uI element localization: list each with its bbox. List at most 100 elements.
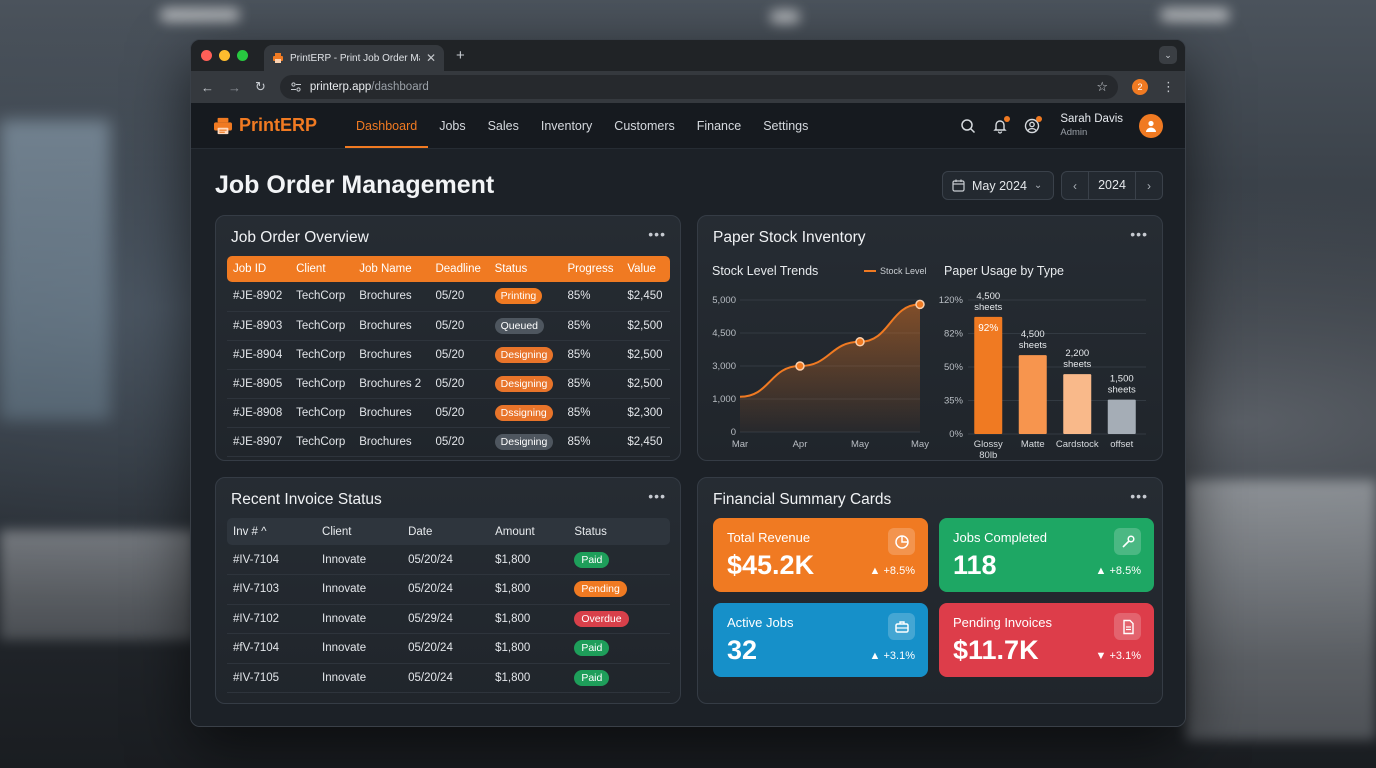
status-badge: Designing xyxy=(494,346,554,363)
app-logo[interactable]: PrintERP xyxy=(213,115,317,136)
column-header[interactable]: Amount xyxy=(489,518,569,545)
client-cell: TechCorp xyxy=(290,369,354,399)
value-cell: $2,500 xyxy=(621,369,670,399)
nav-settings[interactable]: Settings xyxy=(763,118,809,133)
column-header[interactable]: Date xyxy=(402,518,490,545)
client-cell: TechCorp xyxy=(290,427,354,457)
browser-tab[interactable]: PrintERP - Print Job Order Ma ✕ xyxy=(264,45,444,71)
user-name: Sarah Davis xyxy=(1060,112,1123,125)
avatar[interactable] xyxy=(1139,113,1163,138)
column-header-sortable[interactable]: Inv # ^ xyxy=(227,518,317,545)
column-header[interactable]: Value xyxy=(621,256,670,282)
table-row[interactable]: #IV-7103 Innovate 05/20/24 $1,800 Pending xyxy=(227,574,670,605)
bookmark-star-icon[interactable]: ☆ xyxy=(1096,79,1108,94)
column-header[interactable]: Deadline xyxy=(429,256,489,282)
status-cell: Dssigning xyxy=(488,398,562,428)
status-cell: Designing xyxy=(488,369,562,399)
account-dot xyxy=(1036,115,1043,122)
value-cell: $2,450 xyxy=(621,282,670,312)
kpi-card[interactable]: Jobs Completed 118 ▲ +8.5% xyxy=(939,518,1154,592)
tab-close-icon[interactable]: ✕ xyxy=(425,51,436,65)
nav-sales[interactable]: Sales xyxy=(487,118,519,133)
new-tab-icon[interactable]: + xyxy=(456,47,465,64)
table-row[interactable]: #IV-7105 Innovate 05/20/24 $1,800 Paid xyxy=(227,663,670,693)
nav-dashboard[interactable]: Dashboard xyxy=(345,103,429,148)
extension-badge[interactable]: 2 xyxy=(1132,79,1148,95)
kpi-card[interactable]: Active Jobs 32 ▲ +3.1% xyxy=(713,603,928,677)
bar-value-label: sheets xyxy=(1108,385,1136,396)
table-row[interactable]: #IV-7102 Innovate 05/29/24 $1,800 Overdue xyxy=(227,604,670,634)
chart-legend: Stock Level xyxy=(864,266,927,276)
forward-icon[interactable]: → xyxy=(228,79,241,95)
account-icon[interactable] xyxy=(1024,115,1043,134)
date-cell: 05/20/24 xyxy=(402,633,490,664)
back-icon[interactable]: ← xyxy=(201,79,214,95)
more-options-icon[interactable]: ••• xyxy=(1130,488,1148,504)
status-cell: Printing xyxy=(488,282,562,312)
month-select[interactable]: May 2024 ⌄ xyxy=(942,171,1054,200)
status-cell: Overdue xyxy=(568,604,670,634)
url-path: /dashboard xyxy=(371,81,429,93)
invoice-number-cell: #IV-7102 xyxy=(227,604,317,634)
bar xyxy=(1018,355,1047,434)
notification-bell-icon[interactable] xyxy=(992,115,1011,134)
y-tick-label: 3,000 xyxy=(712,361,736,372)
deadline-cell: 05/20 xyxy=(429,340,489,370)
table-row[interactable]: #fV-7104 Innovate 05/20/24 $1,800 Paid xyxy=(227,633,670,664)
column-header[interactable]: Job ID xyxy=(227,256,291,282)
kpi-card[interactable]: Total Revenue $45.2K ▲ +8.5% xyxy=(713,518,928,592)
column-header[interactable]: Progress xyxy=(561,256,622,282)
next-year-icon[interactable]: › xyxy=(1147,178,1151,193)
column-header[interactable]: Status xyxy=(488,256,562,282)
table-row[interactable]: #JE-8904 TechCorp Brochures 05/20 Designing 8… xyxy=(227,340,670,370)
nav-finance[interactable]: Finance xyxy=(696,118,742,133)
x-tick-label: Apr xyxy=(793,439,808,450)
x-tick-label: Mar xyxy=(732,439,748,450)
table-row[interactable]: #JE-8907 TechCorp Brochures 05/20 Designing 8… xyxy=(227,427,670,457)
prev-year-icon[interactable]: ‹ xyxy=(1073,178,1077,193)
job-name-cell: Brochures xyxy=(353,340,430,370)
browser-menu-icon[interactable]: ⋮ xyxy=(1162,79,1175,94)
job-id-cell: #JE-8904 xyxy=(227,340,291,370)
more-options-icon[interactable]: ••• xyxy=(648,488,666,504)
column-header[interactable]: Client xyxy=(290,256,354,282)
table-row[interactable]: #JE-8908 TechCorp Brochures 05/20 Dssigning 8… xyxy=(227,398,670,428)
legend-swatch xyxy=(864,270,876,272)
column-header[interactable]: Client xyxy=(316,518,403,545)
close-window-button[interactable] xyxy=(201,50,212,61)
table-row[interactable]: #JE-8902 TechCorp Brochures 05/20 Printing 85… xyxy=(227,282,670,312)
x-tick-label: 80lb xyxy=(979,450,997,458)
nav-jobs[interactable]: Jobs xyxy=(439,118,466,133)
column-header[interactable]: Status xyxy=(568,518,670,545)
more-options-icon[interactable]: ••• xyxy=(648,226,666,242)
search-icon[interactable] xyxy=(960,118,976,134)
more-options-icon[interactable]: ••• xyxy=(1130,226,1148,242)
nav-inventory[interactable]: Inventory xyxy=(540,118,593,133)
kpi-card[interactable]: Pending Invoices $11.7K ▼ +3.1% xyxy=(939,603,1154,677)
tab-search-icon[interactable]: ⌄ xyxy=(1159,46,1177,64)
amount-cell: $1,800 xyxy=(489,574,569,605)
progress-cell: 85% xyxy=(561,311,622,341)
x-tick-label: offset xyxy=(1110,439,1133,450)
site-settings-icon[interactable] xyxy=(290,81,302,93)
tab-title: PrintERP - Print Job Order Ma xyxy=(290,52,420,64)
user-info[interactable]: Sarah Davis Admin xyxy=(1060,113,1123,138)
value-cell: $2,300 xyxy=(621,398,670,428)
url-host: printerp.app xyxy=(309,81,372,93)
table-row[interactable]: #JE-8903 TechCorp Brochures 05/20 Queued 85% $… xyxy=(227,311,670,341)
status-cell: Queued xyxy=(488,311,562,341)
maximize-window-button[interactable] xyxy=(237,50,248,61)
table-row[interactable]: #JE-8905 TechCorp Brochures 2 05/20 Designin… xyxy=(227,369,670,399)
reload-icon[interactable]: ↻ xyxy=(255,79,266,94)
progress-cell: 85% xyxy=(561,340,622,370)
nav-customers[interactable]: Customers xyxy=(614,118,675,133)
kpi-trend: ▲ +3.1% xyxy=(869,650,915,662)
table-row[interactable]: #IV-7104 Innovate 05/20/24 $1,800 Paid xyxy=(227,545,670,575)
minimize-window-button[interactable] xyxy=(219,50,230,61)
progress-cell: 85% xyxy=(561,282,622,312)
job-table: Job ID Client Job Name Deadline Status P… xyxy=(227,256,670,457)
column-header[interactable]: Job Name xyxy=(353,256,430,282)
status-cell: Designing xyxy=(488,340,562,370)
url-field[interactable]: printerp.app/dashboard ☆ xyxy=(279,75,1118,99)
status-badge: Pending xyxy=(574,581,627,598)
